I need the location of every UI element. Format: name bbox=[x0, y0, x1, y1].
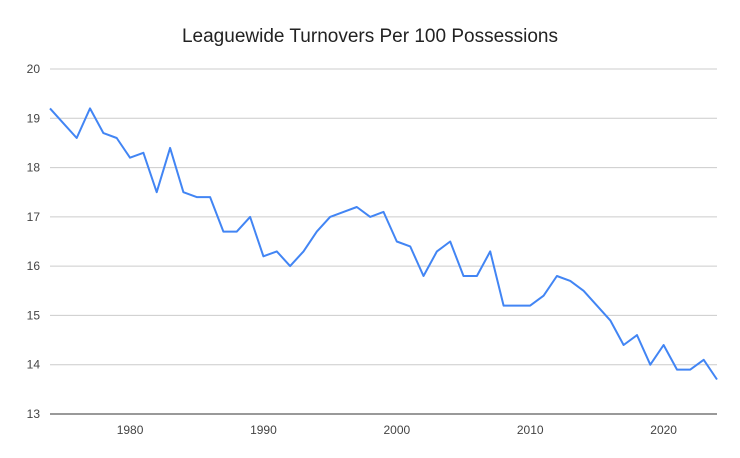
x-tick-label: 2000 bbox=[383, 423, 410, 437]
x-tick-label: 2020 bbox=[650, 423, 677, 437]
y-axis: 13 14 15 16 17 18 19 20 bbox=[27, 62, 41, 421]
series bbox=[49, 107, 718, 381]
y-tick-label: 18 bbox=[27, 161, 41, 175]
x-tick-label: 1980 bbox=[117, 423, 144, 437]
y-tick-label: 20 bbox=[27, 62, 41, 76]
chart-title: Leaguewide Turnovers Per 100 Possessions bbox=[182, 26, 558, 47]
series-line bbox=[49, 107, 718, 381]
x-tick-label: 1990 bbox=[250, 423, 277, 437]
x-axis: 1980 1990 2000 2010 2020 bbox=[117, 423, 678, 437]
y-tick-label: 14 bbox=[27, 358, 41, 372]
y-tick-label: 16 bbox=[27, 259, 41, 273]
y-tick-label: 17 bbox=[27, 210, 41, 224]
gridlines bbox=[50, 68, 717, 415]
y-tick-label: 13 bbox=[27, 407, 41, 421]
y-tick-label: 15 bbox=[27, 308, 41, 322]
y-tick-label: 19 bbox=[27, 111, 41, 125]
x-tick-label: 2010 bbox=[517, 423, 544, 437]
